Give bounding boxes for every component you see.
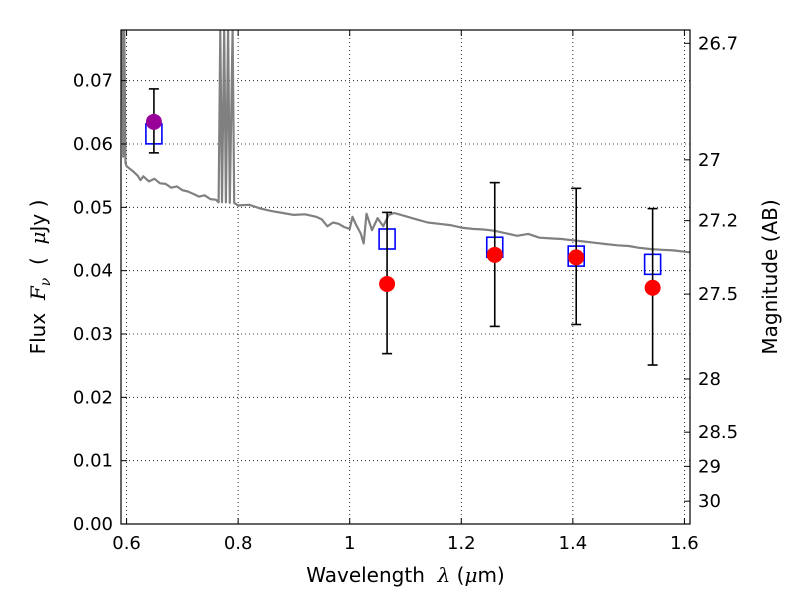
right-tick-label: 27.5 [698,284,738,305]
observed-flux-point [568,249,585,266]
observed-flux-point [644,279,661,296]
model-sed-line [121,30,690,254]
plot-frame [120,29,691,525]
x-tick-label: 1.4 [559,533,588,554]
right-tick-label: 28 [698,369,721,390]
y-tick-label: 0.05 [73,197,113,218]
right-tick-label: 30 [698,491,721,512]
right-tick-label: 28.5 [698,422,738,443]
grid [121,30,690,525]
y-tick-label: 0.02 [73,387,113,408]
y-tick-label: 0.07 [73,71,113,92]
right-axis-label: Magnitude (AB) [758,199,782,354]
observed-flux-point [379,275,396,292]
observed-flux-point [486,246,503,263]
x-tick-label: 1 [344,533,355,554]
x-axis-label: Wavelength λ (μm) [306,563,505,587]
optical-flux-point [145,113,162,130]
axis-ticks: 0.6 0.8 1 1.2 1.4 1.6 0.00 0.01 0.02 0.03 0.04 0.05… [73,30,738,554]
y-tick-label: 0.01 [73,451,113,472]
x-tick-label: 1.2 [447,533,476,554]
right-tick-label: 27 [698,150,721,171]
x-tick-label: 0.6 [112,533,141,554]
y-tick-label: 0.03 [73,324,113,345]
y-tick-label: 0.04 [73,261,113,282]
y-tick-label: 0.06 [73,134,113,155]
right-tick-label: 29 [698,456,721,477]
right-tick-label: 26.7 [698,33,738,54]
right-tick-label: 27.2 [698,211,738,232]
x-tick-label: 1.6 [670,533,699,554]
data-layer [121,30,690,366]
y-tick-label: 0.00 [73,514,113,535]
x-tick-label: 0.8 [224,533,253,554]
y-axis-label: Flux Fν ( μJy ) [26,200,54,355]
